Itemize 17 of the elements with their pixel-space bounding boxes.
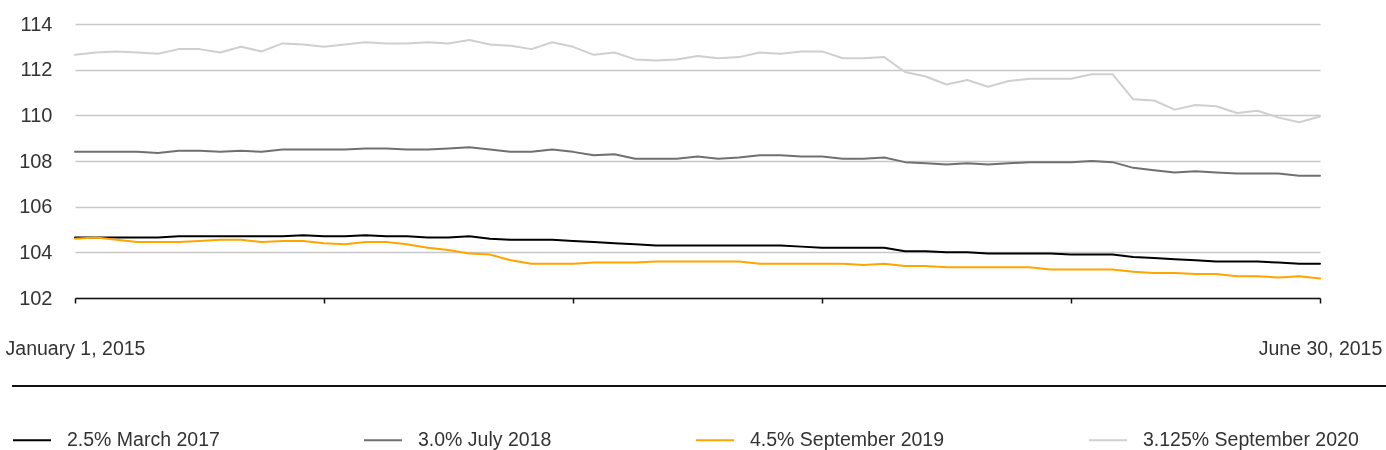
x-tick-label: January 1, 2015 bbox=[5, 336, 146, 359]
line-series bbox=[74, 146, 1321, 177]
line-series bbox=[74, 234, 1321, 265]
legend-label: 4.5% September 2019 bbox=[750, 428, 945, 450]
y-tick-label: 104 bbox=[19, 240, 53, 263]
y-tick-label: 110 bbox=[20, 103, 53, 126]
line-series bbox=[74, 38, 1321, 124]
legend-label: 2.5% March 2017 bbox=[67, 428, 220, 450]
y-tick-label: 106 bbox=[19, 195, 53, 218]
legend-label: 3.0% July 2018 bbox=[418, 428, 552, 450]
y-tick-label: 102 bbox=[19, 286, 53, 309]
y-tick-label: 108 bbox=[19, 149, 53, 172]
line-series bbox=[74, 236, 1321, 280]
legend-label: 3.125% September 2020 bbox=[1143, 428, 1359, 450]
y-tick-label: 114 bbox=[20, 12, 53, 35]
x-tick-label: June 30, 2015 bbox=[1258, 336, 1383, 359]
y-tick-label: 112 bbox=[20, 58, 53, 81]
